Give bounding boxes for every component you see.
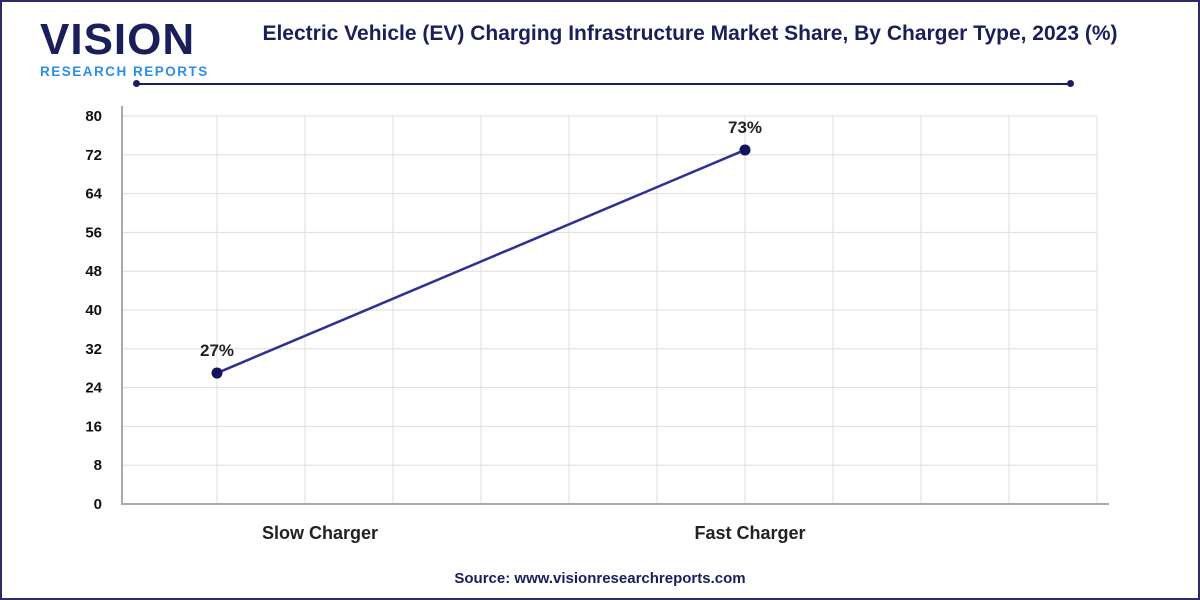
y-tick-label: 56 (85, 224, 102, 241)
y-tick-label: 72 (85, 147, 102, 164)
data-point (211, 367, 223, 379)
data-point (739, 144, 751, 156)
y-tick-label: 8 (94, 457, 102, 474)
y-tick-label: 80 (85, 108, 102, 125)
x-category-label: Slow Charger (262, 523, 378, 543)
source-note: Source: www.visionresearchreports.com (454, 570, 746, 587)
y-tick-label: 32 (85, 341, 102, 358)
logo-wordmark: VISION (40, 15, 196, 64)
divider-dot-left (133, 80, 140, 87)
y-tick-label: 0 (94, 496, 102, 513)
logo: VISION RESEARCH REPORTS (40, 15, 209, 80)
divider-dot-right (1067, 80, 1074, 87)
data-label: 27% (200, 341, 234, 360)
series-line (216, 148, 746, 375)
y-tick-label: 24 (85, 380, 102, 397)
data-label: 73% (728, 118, 762, 137)
x-category-label: Fast Charger (694, 523, 805, 543)
y-tick-label: 40 (85, 302, 102, 319)
y-tick-label: 64 (85, 186, 102, 203)
y-tick-label: 16 (85, 418, 102, 435)
y-tick-label: 48 (85, 263, 102, 280)
chart-title: Electric Vehicle (EV) Charging Infrastru… (262, 22, 1118, 45)
logo-subtitle: RESEARCH REPORTS (40, 64, 209, 79)
title-divider (137, 83, 1071, 85)
